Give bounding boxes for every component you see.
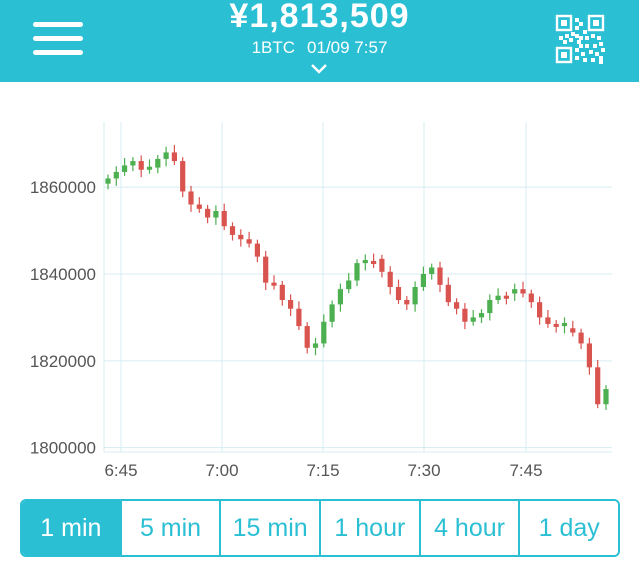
tab-1-min[interactable]: 1 min <box>22 501 122 555</box>
candle-body <box>379 258 385 272</box>
candle-body <box>512 289 518 294</box>
candle-body <box>122 165 128 172</box>
price-chart: 1800000 1820000 1840000 1860000 6:45 7:00 7:15… <box>0 110 639 490</box>
candle-body <box>146 166 153 170</box>
candle-body <box>130 161 136 166</box>
candle-body <box>387 271 393 287</box>
candle-body <box>271 282 277 286</box>
datetime-label: 01/09 7:57 <box>307 38 388 57</box>
candle-body <box>553 323 559 327</box>
candle-body <box>429 267 435 274</box>
y-tick-label: 1860000 <box>30 178 96 197</box>
hamburger-menu-icon[interactable] <box>30 20 86 56</box>
chevron-down-icon[interactable] <box>309 62 329 76</box>
btc-price: ¥1,813,509 <box>229 0 410 35</box>
candle-body <box>155 158 161 168</box>
y-tick-label: 1800000 <box>30 439 96 458</box>
candle-body <box>487 300 493 314</box>
x-tick-label: 7:30 <box>407 461 440 480</box>
y-tick-label: 1820000 <box>30 352 96 371</box>
candle-body <box>213 211 219 218</box>
candle-body <box>595 367 601 405</box>
candle-body <box>503 295 509 299</box>
tab-15-min[interactable]: 15 min <box>221 501 322 555</box>
candle-body <box>205 208 211 218</box>
top-bar: ¥1,813,509 1BTC 01/09 7:57 <box>0 0 639 82</box>
tab-1-day[interactable]: 1 day <box>520 501 618 555</box>
candle-body <box>221 211 227 227</box>
candle-body <box>586 343 592 368</box>
candle-body <box>478 313 485 318</box>
candle-body <box>138 161 144 170</box>
candle-body <box>229 226 236 235</box>
tab-1-hour[interactable]: 1 hour <box>321 501 421 555</box>
candle-body <box>263 256 269 283</box>
tab-4-hour[interactable]: 4 hour <box>420 501 521 555</box>
candle-body <box>545 317 551 324</box>
candle-body <box>495 295 501 301</box>
x-tick-label: 7:00 <box>205 461 238 480</box>
candle-body <box>246 239 252 244</box>
y-tick-label: 1840000 <box>30 265 96 284</box>
candle-body <box>395 287 402 301</box>
candle-body <box>362 260 368 264</box>
candle-body <box>163 152 169 159</box>
candle-body <box>561 323 568 327</box>
candle-body <box>180 161 186 192</box>
candle-body <box>528 293 534 303</box>
candle-body <box>113 171 119 179</box>
candle-body <box>337 289 343 305</box>
candle-body <box>462 308 468 322</box>
candle-body <box>470 317 476 322</box>
candle-body <box>454 302 460 309</box>
qr-code-icon[interactable] <box>555 14 605 64</box>
candle-body <box>578 332 584 344</box>
candle-body <box>238 234 244 240</box>
candle-body <box>304 326 310 348</box>
candle-body <box>254 243 260 257</box>
interval-tabs: 1 min 5 min 15 min 1 hour 4 hour 1 day <box>20 499 620 557</box>
candle-body <box>603 389 609 405</box>
candle-body <box>312 343 319 348</box>
price-subtitle: 1BTC 01/09 7:57 <box>0 38 639 58</box>
tab-5-min[interactable]: 5 min <box>121 501 222 555</box>
candle-body <box>296 308 302 327</box>
candle-body <box>188 191 194 205</box>
candle-body <box>321 321 327 344</box>
candle-body <box>279 284 285 301</box>
candle-body <box>288 300 294 309</box>
candle-body <box>404 300 410 305</box>
candle-body <box>445 284 451 303</box>
x-tick-label: 7:45 <box>509 461 542 480</box>
candle-body <box>196 204 202 209</box>
candle-body <box>520 289 526 294</box>
x-tick-label: 6:45 <box>104 461 137 480</box>
candle-body <box>437 267 443 285</box>
candle-body <box>412 287 418 305</box>
candle-body <box>171 152 177 162</box>
candle-body <box>537 302 543 318</box>
candle-body <box>329 304 335 322</box>
candlestick-chart: 1800000 1820000 1840000 1860000 6:45 7:00 7:15… <box>30 122 612 480</box>
x-tick-label: 7:15 <box>306 461 339 480</box>
candle-body <box>346 280 352 290</box>
candle-body <box>420 273 426 287</box>
candle-body <box>105 178 111 184</box>
candle-body <box>371 260 377 264</box>
candle-body <box>570 328 576 333</box>
candle-body <box>354 263 360 281</box>
pair-label: 1BTC <box>251 38 296 57</box>
